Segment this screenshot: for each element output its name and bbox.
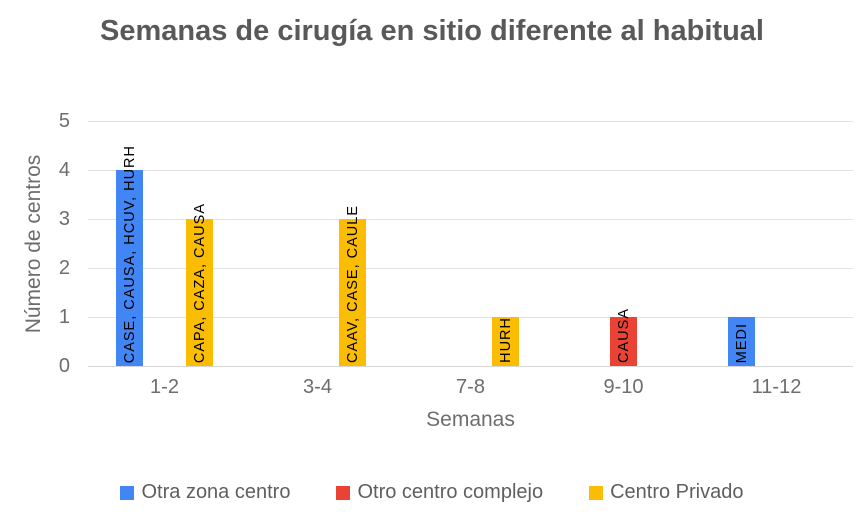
x-axis-title: Semanas (426, 408, 515, 431)
x-tick-label: 7-8 (456, 376, 485, 398)
x-tick-label: 11-12 (751, 376, 802, 398)
bar-label: MEDI (733, 322, 750, 363)
legend-swatch-otro-centro-complejo (336, 485, 351, 500)
y-tick-label: 1 (58, 306, 70, 328)
bar-label: CAPA, CAZA, CAUSA (191, 202, 208, 363)
bar-otro-centro-complejo-9-10[interactable] (610, 317, 637, 366)
bar-centro-privado-7-8[interactable] (492, 317, 519, 366)
plot-area: CASE, CAUSA, HCUV, HURH MEDI CAUSA CAPA, CA… (88, 121, 853, 367)
chart-title: Semanas de cirugía en sitio diferente al… (100, 15, 764, 47)
bar-label: CAAV, CASE, CAULE (344, 204, 361, 363)
bar-centro-privado-1-2[interactable] (186, 219, 213, 366)
legend-item-otra-zona-centro[interactable]: Otra zona centro (120, 481, 290, 504)
legend-item-centro-privado[interactable]: Centro Privado (589, 481, 744, 504)
legend: Otra zona centro Otro centro complejo Cent… (0, 481, 864, 504)
y-tick-label: 3 (58, 208, 70, 230)
gridline (88, 121, 853, 122)
y-tick-label: 4 (58, 159, 70, 181)
y-tick-label: 2 (58, 257, 70, 279)
x-tick-label: 3-4 (303, 376, 332, 398)
legend-swatch-centro-privado (589, 485, 604, 500)
y-tick-label: 5 (58, 110, 70, 132)
bar-centro-privado-3-4[interactable] (339, 219, 366, 366)
x-tick-label: 1-2 (150, 376, 179, 398)
x-tick-label: 9-10 (603, 376, 644, 398)
legend-swatch-otra-zona-centro (120, 485, 135, 500)
legend-item-otro-centro-complejo[interactable]: Otro centro complejo (336, 481, 543, 504)
gridline (88, 219, 853, 220)
bar-otra-zona-centro-11-12[interactable] (728, 317, 755, 366)
bar-label: CASE, CAUSA, HCUV, HURH (121, 144, 138, 363)
y-tick-label: 0 (58, 355, 70, 377)
x-axis-line (88, 366, 853, 367)
legend-label: Otro centro complejo (357, 481, 544, 503)
legend-label: Otra zona centro (141, 481, 291, 503)
gridline (88, 317, 853, 318)
legend-label: Centro Privado (610, 481, 744, 503)
bar-label: CAUSA (615, 308, 632, 363)
gridline (88, 170, 853, 171)
bar-otra-zona-centro-1-2[interactable] (116, 170, 143, 366)
gridline (88, 268, 853, 269)
bar-label: HURH (497, 317, 514, 363)
